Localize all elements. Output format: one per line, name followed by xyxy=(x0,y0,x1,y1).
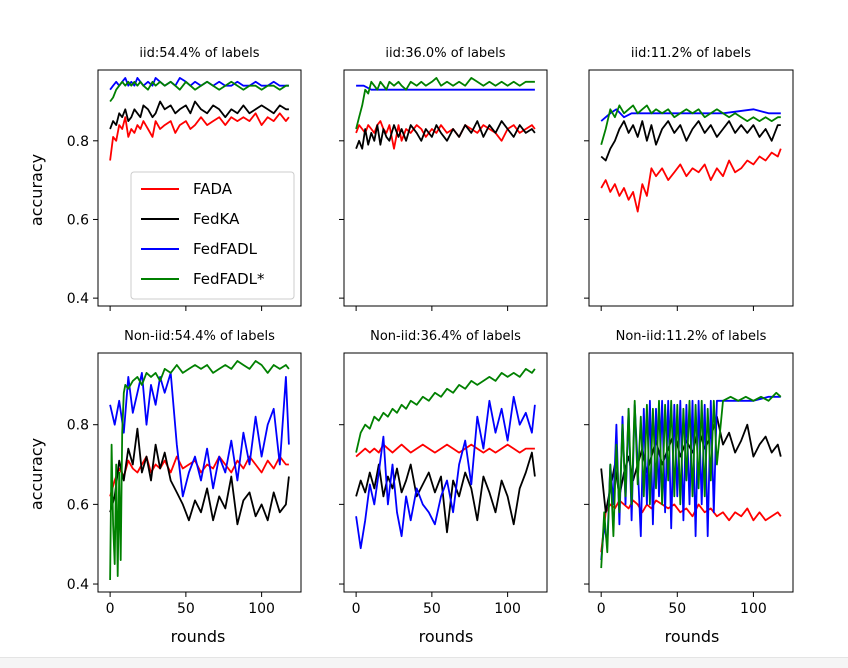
series-line-fedka xyxy=(600,120,781,162)
subplot-title: Non-iid:54.4% of labels xyxy=(124,329,275,344)
x-axis-label-right: rounds xyxy=(665,627,720,646)
subplot-title: Non-iid:11.2% of labels xyxy=(616,329,767,344)
series-line-fedfadl-star xyxy=(355,77,535,130)
x-tick-label: 100 xyxy=(740,601,767,617)
x-tick-label: 50 xyxy=(668,601,686,617)
series-line-fedfadl-star xyxy=(355,368,536,453)
y-tick-label: 0.8 xyxy=(67,134,89,150)
series-line-fada xyxy=(600,148,782,213)
series-line-fedfadl xyxy=(109,372,290,498)
series-line-fedfadl-star xyxy=(600,391,782,569)
series-line-fedfadl-star xyxy=(109,80,289,103)
legend-box xyxy=(130,171,295,300)
subplot-4: Non-iid:54.4% of labels 0.4 0.6 0.8 0 50 100 xyxy=(67,329,302,617)
y-tick-label: 0.6 xyxy=(67,212,89,228)
subplot-title: iid:54.4% of labels xyxy=(139,46,259,61)
legend-label: FedFADL xyxy=(193,240,258,258)
y-tick-label: 0.8 xyxy=(67,418,89,434)
x-tick-label: 100 xyxy=(248,601,275,617)
series-line-fedfadl xyxy=(356,84,535,91)
series-line-fedfadl-star xyxy=(109,360,290,581)
x-tick-label: 50 xyxy=(423,601,441,617)
window-bottom-strip xyxy=(0,657,848,668)
x-axis-label-middle: rounds xyxy=(419,627,474,646)
x-axis-label-left: rounds xyxy=(171,627,226,646)
plot-frame xyxy=(588,69,794,307)
x-tick-label: 50 xyxy=(177,601,195,617)
series-line-fedka xyxy=(109,100,289,130)
series-line-fedfadl-star xyxy=(600,104,781,145)
series-line-fada xyxy=(355,120,536,150)
y-axis-label-bottom: accuracy xyxy=(27,438,46,510)
legend-label: FedFADL* xyxy=(193,270,265,288)
series-line-fada xyxy=(109,112,290,161)
y-tick-label: 0.4 xyxy=(67,577,89,593)
series-line-fedfadl xyxy=(355,395,536,550)
legend-label: FedKA xyxy=(193,210,240,228)
legend: FADA FedKA FedFADL FedFADL* xyxy=(130,171,295,300)
plot-frame xyxy=(588,352,794,593)
subplot-grid: iid:54.4% of labels 0.4 0.6 0.8 iid:36.0% of… xyxy=(67,46,794,617)
plot-frame xyxy=(343,352,548,593)
plot-frame xyxy=(343,69,548,307)
x-tick-label: 0 xyxy=(352,601,361,617)
subplot-title: iid:36.0% of labels xyxy=(385,46,505,61)
subplot-2: iid:36.0% of labels xyxy=(339,46,548,311)
series-line-fedka xyxy=(355,120,536,150)
plot-frame xyxy=(97,69,302,307)
legend-label: FADA xyxy=(193,180,233,198)
x-tick-label: 0 xyxy=(106,601,115,617)
subplot-3: iid:11.2% of labels xyxy=(584,46,794,311)
subplot-6: Non-iid:11.2% of labels 0 50 100 xyxy=(584,329,794,617)
subplot-5: Non-iid:36.4% of labels 0 50 100 xyxy=(339,329,548,617)
x-tick-label: 0 xyxy=(597,601,606,617)
subplot-1: iid:54.4% of labels 0.4 0.6 0.8 xyxy=(67,46,302,311)
series-line-fedka xyxy=(355,451,536,534)
subplot-title: iid:11.2% of labels xyxy=(631,46,751,61)
subplot-title: Non-iid:36.4% of labels xyxy=(370,329,521,344)
plot-frame xyxy=(97,352,302,593)
y-tick-label: 0.4 xyxy=(67,291,89,307)
y-axis-label-top: accuracy xyxy=(27,154,46,226)
x-tick-label: 100 xyxy=(494,601,521,617)
y-tick-label: 0.6 xyxy=(67,497,89,513)
series-line-fedfadl xyxy=(600,108,781,122)
series-line-fedka xyxy=(109,427,290,526)
